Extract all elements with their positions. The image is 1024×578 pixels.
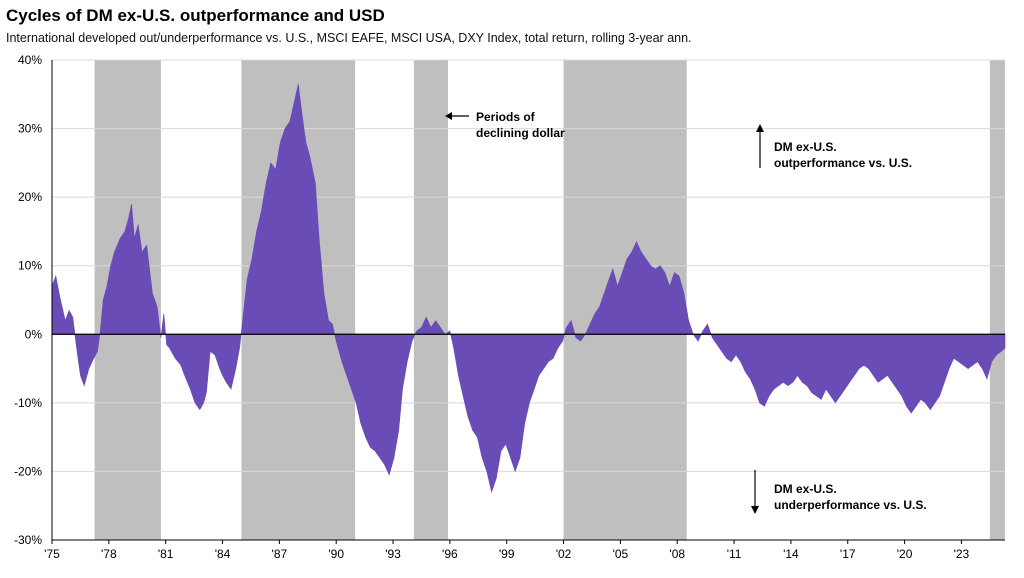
declining-dollar-arrow-head bbox=[445, 112, 452, 120]
x-tick-label: '78 bbox=[101, 547, 117, 561]
performance-area bbox=[51, 83, 1006, 494]
x-tick-label: '75 bbox=[44, 547, 60, 561]
outperformance-label: DM ex-U.S. bbox=[774, 140, 837, 154]
data-series bbox=[51, 83, 1006, 494]
x-tick-label: '17 bbox=[840, 547, 856, 561]
y-tick-label: -30% bbox=[14, 533, 42, 547]
x-tick-label: '93 bbox=[385, 547, 401, 561]
y-tick-label: 20% bbox=[18, 190, 42, 204]
underperformance-label: DM ex-U.S. bbox=[774, 482, 837, 496]
outperformance-arrow-head bbox=[756, 124, 764, 132]
declining-dollar-band-4 bbox=[989, 60, 1005, 540]
underperformance-label: underperformance vs. U.S. bbox=[774, 498, 927, 512]
y-tick-label: 0% bbox=[25, 327, 43, 341]
x-tick-label: '08 bbox=[669, 547, 685, 561]
declining-dollar-band-2 bbox=[413, 60, 448, 540]
x-tick-label: '84 bbox=[215, 547, 231, 561]
underperformance-arrow-head bbox=[751, 506, 759, 514]
x-tick-label: '14 bbox=[783, 547, 799, 561]
x-tick-label: '23 bbox=[954, 547, 970, 561]
y-tick-label: 40% bbox=[18, 53, 42, 67]
x-tick-label: '90 bbox=[328, 547, 344, 561]
chart-subtitle: International developed out/underperform… bbox=[6, 31, 692, 45]
x-tick-label: '87 bbox=[272, 547, 288, 561]
x-tick-label: '81 bbox=[158, 547, 174, 561]
y-tick-label: -20% bbox=[14, 464, 42, 478]
chart-title: Cycles of DM ex-U.S. outperformance and … bbox=[6, 6, 385, 25]
axes: -30% -20% -10% 0% 10% 20% 30% 40% '75 '78 '81 '84 '8… bbox=[14, 53, 1005, 561]
y-tick-label: 30% bbox=[18, 122, 42, 136]
annotations: Periods of declining dollar DM ex-U.S. outp… bbox=[445, 110, 927, 514]
x-tick-label: '96 bbox=[442, 547, 458, 561]
outperformance-label: outperformance vs. U.S. bbox=[774, 156, 912, 170]
declining-dollar-label: declining dollar bbox=[476, 126, 565, 140]
x-tick-label: '99 bbox=[499, 547, 515, 561]
declining-dollar-label: Periods of bbox=[476, 110, 536, 124]
x-tick-label: '11 bbox=[727, 547, 742, 561]
x-tick-label: '20 bbox=[897, 547, 913, 561]
x-tick-label: '02 bbox=[556, 547, 572, 561]
x-tick-label: '05 bbox=[613, 547, 629, 561]
y-tick-label: 10% bbox=[18, 259, 42, 273]
y-tick-label: -10% bbox=[14, 396, 42, 410]
